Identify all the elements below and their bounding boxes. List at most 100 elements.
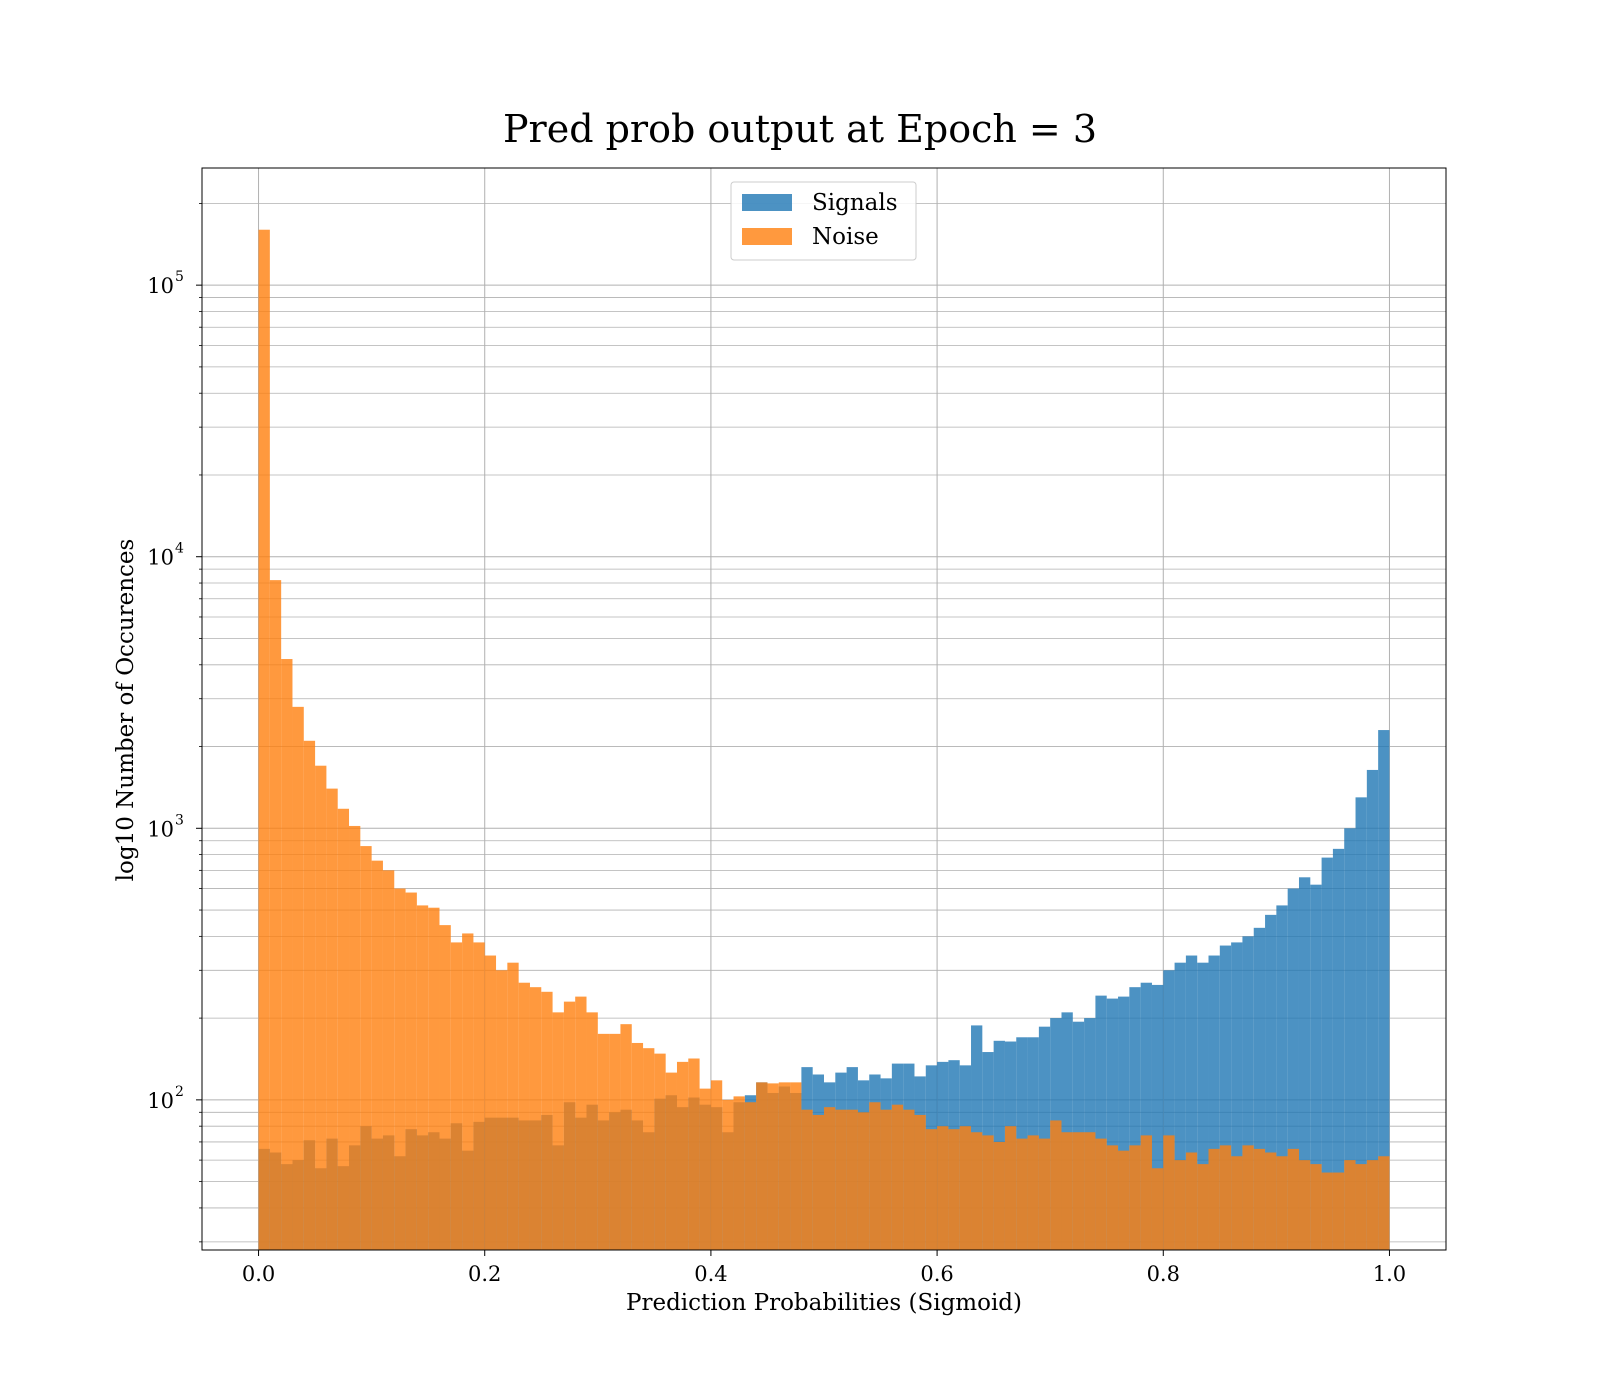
noise-bar-84 [1208,1148,1220,1250]
noise-bar-34 [643,1048,655,1250]
noise-bar-30 [597,1033,610,1250]
noise-bar-8 [349,825,361,1250]
noise-bar-0 [258,229,270,1250]
signals-bar-79 [1151,984,1164,1250]
noise-bar-63 [971,1132,983,1250]
noise-bar-91 [1287,1148,1299,1250]
noise-bar-57 [903,1109,915,1250]
noise-bar-24 [529,987,542,1250]
chart-title: Pred prob output at Epoch = 3 [503,107,1097,151]
noise-bar-98 [1366,1160,1379,1250]
signals-bar-96 [1344,828,1356,1250]
signals-bar-97 [1355,797,1367,1250]
signals-bar-93 [1310,884,1322,1250]
noise-bar-6 [326,788,338,1250]
noise-bar-1 [269,580,282,1250]
noise-bar-68 [1027,1135,1039,1250]
signals-bar-69 [1038,1026,1051,1250]
x-tick-label-3: 0.6 [920,1262,953,1286]
noise-bar-55 [880,1109,892,1250]
noise-bar-16 [439,925,451,1250]
noise-bar-43 [744,1102,757,1250]
noise-bar-36 [665,1072,677,1250]
noise-bar-2 [281,659,293,1250]
signals-bar-87 [1242,936,1254,1250]
y-axis-label: log10 Number of Occurences [113,539,139,882]
noise-bar-20 [484,955,497,1250]
noise-bar-72 [1072,1132,1085,1250]
x-axis-ticks: 0.0 0.2 0.4 0.6 0.8 1.0 [242,1250,1406,1286]
noise-bar-93 [1310,1164,1322,1250]
noise-bar-47 [790,1082,802,1250]
noise-bar-81 [1174,1160,1186,1250]
noise-bar-71 [1061,1132,1073,1250]
signals-bar-91 [1287,888,1299,1250]
noise-bar-75 [1106,1145,1119,1250]
noise-bar-11 [382,870,395,1250]
noise-bar-94 [1321,1172,1333,1250]
signals-bar-80 [1163,970,1175,1250]
noise-bar-65 [993,1141,1005,1250]
noise-bar-12 [394,888,406,1250]
legend-label-noise: Noise [812,224,879,250]
legend-label-signals: Signals [812,190,898,216]
noise-bar-83 [1197,1164,1209,1250]
noise-bar-44 [756,1082,768,1250]
noise-bar-90 [1276,1156,1288,1250]
noise-bar-15 [428,907,440,1250]
noise-bar-31 [609,1033,621,1250]
noise-bar-46 [778,1082,791,1250]
noise-bar-50 [824,1107,836,1250]
y-tick-label-2: 10 [147,546,174,570]
noise-bar-64 [982,1135,994,1250]
noise-bar-7 [337,808,350,1250]
signals-bar-77 [1129,987,1141,1250]
signals-bar-89 [1265,914,1277,1250]
noise-bar-56 [891,1104,904,1250]
y-tick-label-3: 10 [147,274,174,298]
noise-bar-87 [1242,1145,1254,1250]
noise-bar-3 [292,706,304,1250]
noise-bar-67 [1016,1138,1028,1250]
noise-bar-28 [575,996,587,1250]
y-tick-label-0: 10 [147,1089,174,1113]
signals-bar-90 [1276,905,1288,1250]
x-axis-label: Prediction Probabilities (Sigmoid) [626,1290,1022,1316]
noise-bar-21 [496,970,508,1250]
noise-bar-74 [1095,1138,1107,1250]
noise-bar-60 [937,1126,949,1250]
noise-bar-62 [959,1126,972,1250]
noise-bar-78 [1140,1135,1152,1250]
legend-swatch-signals [742,194,792,211]
noise-bar-29 [586,1012,598,1250]
noise-bar-73 [1084,1132,1096,1250]
noise-bar-96 [1344,1160,1356,1250]
noise-bar-88 [1253,1148,1266,1250]
x-tick-label-2: 0.4 [694,1262,727,1286]
noise-bar-17 [450,942,463,1250]
noise-bar-59 [925,1129,938,1250]
signals-bar-95 [1332,848,1345,1250]
signals-bar-75 [1106,998,1119,1250]
noise-bar-97 [1355,1164,1367,1250]
legend-swatch-noise [742,228,792,245]
plot-area-frame [201,167,1447,1251]
noise-bar-66 [1004,1126,1017,1250]
signals-bar-76 [1118,996,1130,1250]
noise-bar-85 [1219,1145,1232,1250]
noise-bar-19 [473,942,485,1250]
noise-bar-25 [541,991,553,1250]
noise-bar-99 [1378,1156,1390,1250]
noise-bar-4 [303,740,316,1250]
y-tick-label-1: 10 [147,817,174,841]
noise-bar-42 [733,1096,745,1250]
noise-bar-23 [518,982,530,1250]
noise-bar-14 [416,905,429,1250]
signals-bar-92 [1298,877,1311,1250]
noise-bar-69 [1038,1138,1051,1250]
signals-bar-99 [1378,730,1390,1250]
y-tick-exponent-2: 4 [175,541,184,557]
noise-bar-76 [1118,1150,1130,1250]
signals-bar-85 [1219,945,1232,1250]
